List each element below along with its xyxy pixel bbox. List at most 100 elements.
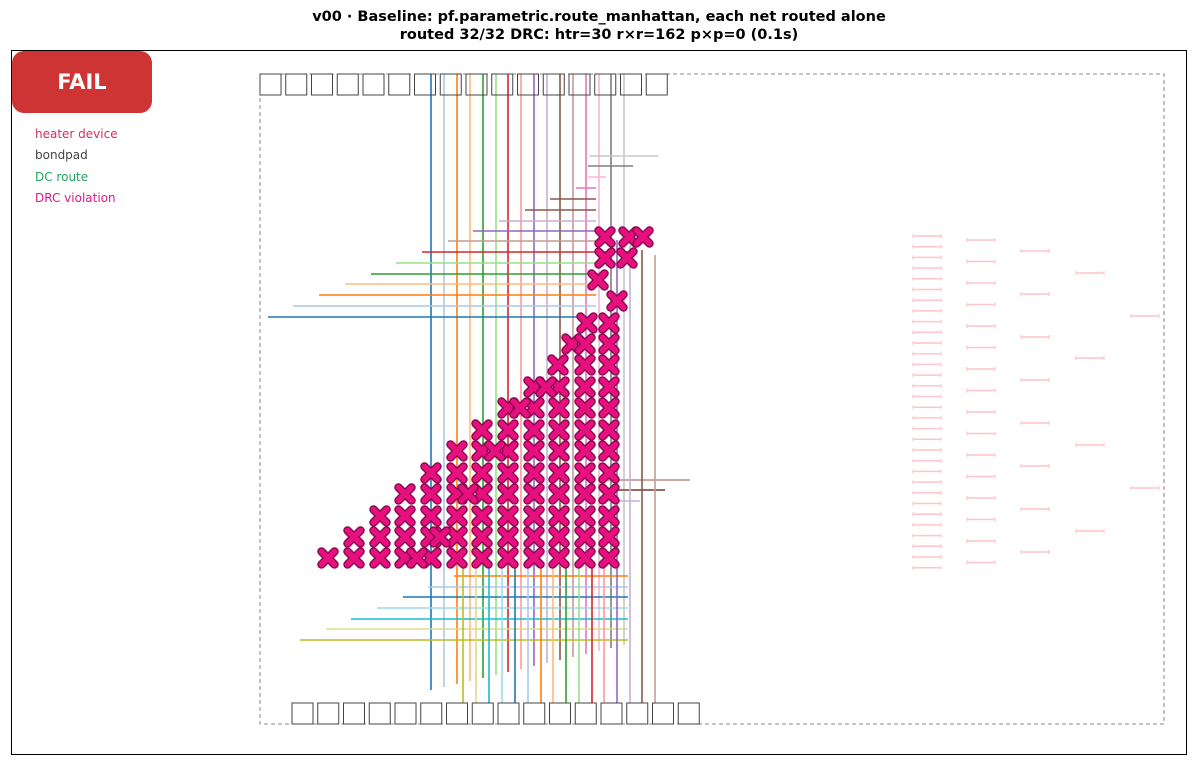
drc-violation-marker bbox=[497, 419, 519, 441]
drc-violation-marker bbox=[446, 526, 468, 548]
drc-violation-marker bbox=[471, 526, 493, 548]
drc-violation-marker bbox=[497, 505, 519, 527]
drc-violation-marker bbox=[574, 419, 596, 441]
drc-violation-marker bbox=[598, 333, 620, 355]
bondpad bbox=[620, 73, 642, 96]
drc-violation-marker bbox=[632, 226, 654, 248]
bondpad bbox=[388, 73, 411, 96]
bondpad bbox=[394, 702, 417, 725]
bondpad bbox=[336, 73, 359, 96]
drc-violation-marker bbox=[343, 526, 365, 548]
drc-violation-marker bbox=[598, 419, 620, 441]
drc-violation-marker bbox=[369, 547, 391, 569]
drc-violation-marker bbox=[574, 376, 596, 398]
drc-violation-marker bbox=[606, 290, 628, 312]
plot-frame bbox=[11, 50, 1187, 755]
drc-violation-marker bbox=[548, 440, 570, 462]
chip-boundary bbox=[259, 73, 1165, 725]
drc-violation-marker bbox=[576, 312, 598, 334]
drc-violation-marker bbox=[394, 483, 416, 505]
drc-violation-marker bbox=[394, 526, 416, 548]
drc-violation-marker bbox=[574, 333, 596, 355]
drc-violation-marker bbox=[446, 547, 468, 569]
bondpad bbox=[523, 702, 546, 725]
drc-violation-marker bbox=[574, 462, 596, 484]
bondpad bbox=[497, 702, 520, 725]
bondpad bbox=[368, 702, 391, 725]
legend-dc-route: DC route bbox=[35, 170, 89, 184]
legend-heater-device: heater device bbox=[35, 127, 118, 141]
drc-violation-marker bbox=[598, 547, 620, 569]
drc-violation-marker bbox=[598, 312, 620, 334]
drc-violation-marker bbox=[446, 440, 468, 462]
drc-violation-marker bbox=[471, 547, 493, 569]
drc-violation-marker bbox=[598, 505, 620, 527]
drc-violation-marker bbox=[497, 526, 519, 548]
drc-violation-marker bbox=[343, 547, 365, 569]
status-badge: FAIL bbox=[12, 51, 152, 113]
drc-violation-marker bbox=[574, 526, 596, 548]
drc-violation-marker bbox=[484, 440, 506, 462]
bondpad bbox=[291, 702, 314, 725]
drc-violation-marker bbox=[446, 462, 468, 484]
drc-violation-marker bbox=[598, 354, 620, 376]
drc-violation-marker bbox=[420, 505, 442, 527]
drc-violation-marker bbox=[548, 483, 570, 505]
drc-violation-marker bbox=[574, 397, 596, 419]
drc-violation-marker bbox=[429, 526, 451, 548]
drc-violation-marker bbox=[574, 440, 596, 462]
bondpad bbox=[439, 73, 462, 96]
legend-drc-violation: DRC violation bbox=[35, 191, 116, 205]
figure-subtitle: routed 32/32 DRC: htr=30 r×r=162 p×p=0 (… bbox=[399, 27, 799, 43]
bondpad bbox=[259, 73, 282, 96]
bondpad bbox=[542, 73, 565, 96]
bondpad bbox=[568, 73, 591, 96]
drc-violation-marker bbox=[598, 483, 620, 505]
bondpad bbox=[317, 702, 340, 725]
bondpad bbox=[471, 702, 494, 725]
drc-violation-marker bbox=[406, 547, 428, 569]
bondpad bbox=[446, 702, 468, 725]
drc-violation-marker bbox=[471, 419, 493, 441]
bondpad bbox=[285, 73, 308, 96]
drc-violation-marker bbox=[420, 483, 442, 505]
drc-violation-marker bbox=[594, 247, 616, 269]
bondpad bbox=[465, 73, 488, 96]
drc-violation-marker bbox=[548, 526, 570, 548]
bondpad bbox=[626, 702, 649, 725]
bondpad bbox=[652, 702, 674, 725]
drc-violation-marker bbox=[471, 505, 493, 527]
drc-violation-marker bbox=[548, 547, 570, 569]
drc-violation-marker bbox=[471, 462, 493, 484]
drc-violation-marker bbox=[523, 440, 545, 462]
drc-violation-marker bbox=[574, 505, 596, 527]
drc-violation-marker bbox=[598, 376, 620, 398]
drc-violation-marker bbox=[548, 462, 570, 484]
drc-violation-marker bbox=[420, 462, 442, 484]
drc-violation-marker bbox=[598, 526, 620, 548]
bondpad bbox=[645, 73, 668, 96]
bondpad bbox=[420, 702, 443, 725]
drc-violation-marker bbox=[523, 462, 545, 484]
drc-violation-marker bbox=[547, 354, 569, 376]
drc-violation-marker bbox=[574, 354, 596, 376]
drc-violation-marker bbox=[523, 419, 545, 441]
drc-violation-marker bbox=[598, 462, 620, 484]
legend-bondpad: bondpad bbox=[35, 148, 88, 162]
bondpad bbox=[594, 73, 617, 96]
drc-violation-marker bbox=[598, 440, 620, 462]
drc-violation-marker bbox=[535, 376, 557, 398]
drc-violation-marker bbox=[369, 505, 391, 527]
drc-violation-marker bbox=[523, 526, 545, 548]
drc-violation-marker bbox=[594, 226, 616, 248]
drc-violation-marker bbox=[598, 397, 620, 419]
bondpad bbox=[517, 73, 539, 96]
drc-violation-marker bbox=[369, 526, 391, 548]
drc-violation-marker bbox=[497, 547, 519, 569]
drc-violation-marker bbox=[548, 505, 570, 527]
drc-violation-marker bbox=[523, 483, 545, 505]
drc-violation-marker bbox=[574, 483, 596, 505]
bondpad bbox=[311, 73, 333, 96]
drc-violation-marker bbox=[317, 547, 339, 569]
